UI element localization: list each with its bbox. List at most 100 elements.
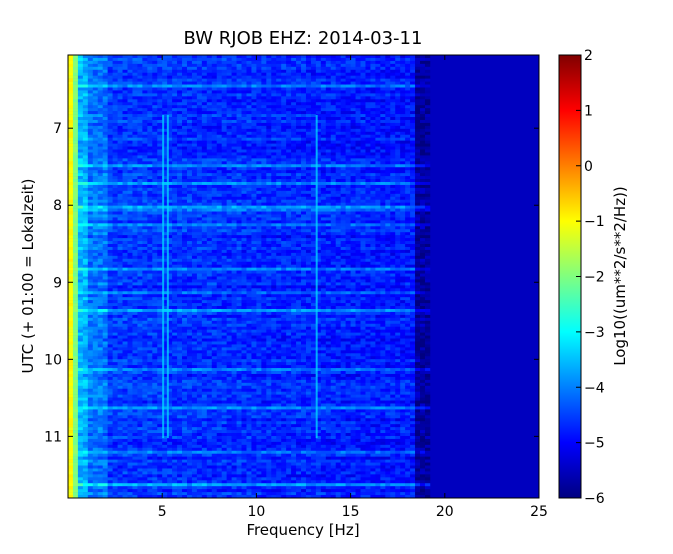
spectrogram-cell xyxy=(92,382,99,387)
spectrogram-cell xyxy=(167,365,173,369)
spectrogram-cell xyxy=(107,323,113,327)
spectrogram-cell xyxy=(182,84,188,88)
spectrogram-cell xyxy=(72,453,79,457)
spectrogram-cell xyxy=(92,317,99,322)
spectrogram-cell xyxy=(147,146,153,150)
spectrogram-cell xyxy=(137,134,143,138)
spectrogram-cell xyxy=(82,456,89,460)
spectrogram-cell xyxy=(177,93,183,97)
spectrogram-cell xyxy=(157,462,163,466)
spectrogram-cell xyxy=(221,137,227,141)
spectrogram-cell xyxy=(147,111,153,115)
spectrogram-cell xyxy=(97,430,104,434)
spectrogram-cell xyxy=(137,75,143,79)
spectrogram-cell xyxy=(196,435,203,440)
spectrogram-cell xyxy=(112,282,118,286)
spectrogram-cell xyxy=(157,468,163,472)
spectrogram-cell xyxy=(177,226,183,230)
spectrogram-cell xyxy=(196,365,203,369)
spectrogram-cell xyxy=(107,311,113,316)
spectrogram-cell xyxy=(167,99,173,103)
spectrogram-cell xyxy=(77,267,84,271)
spectrogram-cell xyxy=(68,368,74,372)
spectrogram-cell xyxy=(92,447,99,452)
spectrogram-cell xyxy=(186,388,193,392)
spectrogram-cell xyxy=(216,211,222,215)
spectrogram-cell xyxy=(97,99,104,103)
spectrogram-cell xyxy=(221,489,227,493)
spectrogram-cell xyxy=(142,468,148,472)
spectrogram-cell xyxy=(92,69,99,74)
spectrogram-cell xyxy=(152,241,158,245)
spectrogram-cell xyxy=(132,146,138,150)
spectrogram-cell xyxy=(167,114,173,118)
spectrogram-cell xyxy=(142,326,148,330)
spectrogram-cell xyxy=(216,291,222,295)
spectrogram-cell xyxy=(82,270,89,274)
spectrogram-cell xyxy=(147,385,153,390)
spectrogram-cell xyxy=(186,96,193,100)
spectrogram-cell xyxy=(117,161,123,165)
spectrogram-cell xyxy=(97,347,104,351)
spectrogram-cell xyxy=(87,406,94,410)
spectrogram-cell xyxy=(226,117,232,121)
spectrogram-cell xyxy=(167,211,173,215)
spectrogram-cell xyxy=(201,273,208,277)
spectrogram-cell xyxy=(162,409,168,413)
spectrogram-cell xyxy=(221,72,227,76)
spectrogram-cell xyxy=(97,409,104,413)
spectrogram-cell xyxy=(186,60,193,65)
spectrogram-cell xyxy=(186,288,193,292)
spectrogram-cell xyxy=(157,282,163,286)
spectrogram-cell xyxy=(77,122,84,127)
spectrogram-cell xyxy=(186,173,193,177)
spectrogram-cell xyxy=(147,60,153,65)
spectrogram-cell xyxy=(122,179,128,183)
spectrogram-cell xyxy=(182,356,188,360)
spectrogram-cell xyxy=(132,179,138,183)
spectrogram-cell xyxy=(152,486,158,490)
spectrogram-cell xyxy=(216,208,222,212)
spectrogram-cell xyxy=(122,111,128,115)
spectrogram-cell xyxy=(92,391,99,395)
spectrogram-cell xyxy=(221,261,227,265)
spectrogram-cell xyxy=(162,474,168,478)
spectrogram-cell xyxy=(196,391,203,395)
spectrogram-cell xyxy=(137,184,143,189)
spectrogram-cell xyxy=(157,108,163,112)
spectrogram-cell xyxy=(87,87,94,91)
spectrogram-cell xyxy=(87,66,94,71)
spectrogram-cell xyxy=(72,341,79,345)
spectrogram-cell xyxy=(72,394,79,398)
spectrogram-cell xyxy=(172,96,178,100)
spectrogram-cell xyxy=(152,489,158,493)
spectrogram-cell xyxy=(196,418,203,422)
spectrogram-cell xyxy=(77,415,84,419)
spectrogram-cell xyxy=(157,60,163,65)
spectrogram-cell xyxy=(112,176,118,180)
spectrogram-cell xyxy=(206,140,213,144)
spectrogram-cell xyxy=(231,57,237,62)
spectrogram-cell xyxy=(172,226,178,230)
spectrogram-cell xyxy=(68,235,74,239)
spectrogram-cell xyxy=(127,155,133,159)
spectrogram-cell xyxy=(206,99,213,103)
spectrogram-cell xyxy=(162,397,168,401)
spectrogram-cell xyxy=(196,220,203,224)
spectrogram-cell xyxy=(196,217,203,221)
spectrogram-cell xyxy=(112,341,118,345)
spectrogram-cell xyxy=(226,397,232,401)
spectrogram-cell xyxy=(201,252,208,257)
spectrogram-cell xyxy=(216,474,222,478)
spectrogram-cell xyxy=(221,306,227,310)
spectrogram-cell xyxy=(162,341,168,345)
spectrogram-cell xyxy=(97,78,104,82)
spectrogram-cell xyxy=(177,483,183,487)
spectrogram-cell xyxy=(112,57,118,62)
spectrogram-cell xyxy=(191,486,198,490)
spectrogram-cell xyxy=(97,462,104,466)
spectrogram-cell xyxy=(97,249,104,254)
spectrogram-cell xyxy=(117,122,123,127)
spectrogram-cell xyxy=(216,412,222,416)
spectrogram-cell xyxy=(87,288,94,292)
